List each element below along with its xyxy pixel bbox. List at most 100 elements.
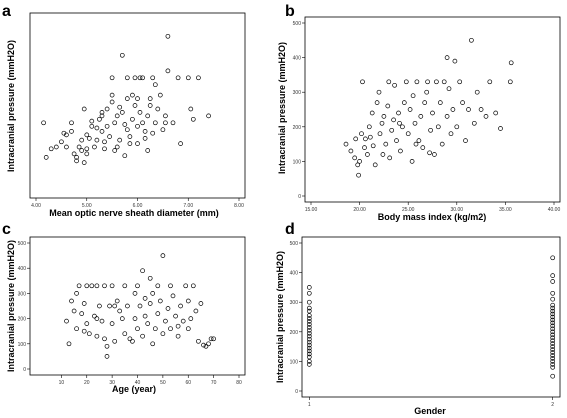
data-point: [550, 273, 556, 278]
data-point: [175, 75, 181, 81]
x-tick-label: 80: [236, 380, 242, 386]
y-tick-label: 300: [293, 90, 302, 96]
data-point: [155, 106, 161, 112]
data-point: [550, 359, 556, 364]
data-point: [140, 268, 145, 274]
data-point: [206, 341, 211, 347]
data-point: [79, 148, 85, 153]
data-point: [306, 327, 312, 333]
data-point: [414, 79, 420, 85]
y-axis-label-a: Intracranial pressure (mmH2O): [6, 40, 16, 172]
data-point: [397, 120, 402, 126]
data-point: [127, 134, 133, 139]
data-point: [97, 116, 102, 122]
data-point: [142, 129, 148, 134]
data-point: [74, 326, 79, 332]
data-point: [444, 114, 450, 119]
data-point: [130, 338, 135, 344]
data-point: [92, 144, 97, 150]
data-point: [140, 120, 145, 126]
data-point: [435, 124, 441, 130]
data-point: [507, 79, 513, 85]
y-tick-label: 100: [18, 342, 27, 348]
xticks-c: 10 20 30 40 50 60 70 80: [59, 375, 242, 386]
data-point: [157, 298, 163, 304]
data-point: [401, 100, 407, 105]
data-point: [92, 313, 97, 319]
data-point: [196, 338, 201, 344]
data-point: [163, 120, 168, 126]
data-point: [81, 328, 87, 334]
plot-area-c: [29, 236, 246, 376]
data-point: [112, 338, 118, 344]
data-point: [469, 37, 474, 43]
data-point: [306, 342, 312, 348]
data-point: [386, 79, 392, 85]
data-point: [441, 79, 447, 85]
x-tick-label: 40.00: [548, 207, 561, 213]
data-point: [353, 136, 359, 142]
data-point: [550, 362, 556, 367]
data-point: [117, 308, 123, 314]
data-point: [99, 110, 105, 115]
data-point: [48, 146, 54, 152]
data-point: [550, 279, 556, 284]
data-point: [389, 127, 395, 133]
data-point: [127, 141, 133, 146]
data-point: [413, 141, 419, 147]
data-point: [122, 122, 128, 127]
data-point: [380, 152, 386, 157]
data-point: [86, 136, 92, 141]
data-point: [374, 100, 380, 105]
data-point: [84, 146, 90, 152]
data-point: [59, 139, 64, 145]
data-point: [471, 120, 477, 126]
data-point: [69, 298, 74, 304]
x-tick-label: 15.00: [305, 207, 318, 213]
data-point: [437, 100, 443, 105]
data-point: [183, 283, 189, 289]
data-point: [107, 134, 112, 139]
data-point: [379, 120, 385, 126]
data-point: [132, 291, 138, 296]
x-tick-label: 50: [160, 380, 166, 386]
data-point: [387, 155, 393, 161]
data-point: [392, 82, 397, 88]
x-axis-label-b: Body mass index (kg/m2): [378, 212, 487, 222]
data-point: [64, 132, 69, 138]
data-point: [550, 311, 556, 317]
data-point: [124, 75, 130, 81]
data-point: [306, 359, 312, 364]
plot-area-d: [301, 236, 561, 398]
data-point: [427, 150, 432, 156]
data-point: [201, 342, 206, 348]
data-point: [165, 33, 171, 39]
data-point: [114, 298, 120, 304]
data-point: [398, 148, 403, 154]
data-point: [180, 318, 186, 324]
data-point: [487, 79, 493, 85]
y-tick-label: 400: [18, 266, 27, 272]
data-point: [89, 118, 95, 124]
data-point: [157, 92, 163, 98]
data-point: [508, 60, 514, 66]
data-point: [155, 283, 161, 289]
x-tick-label: 30.00: [451, 207, 464, 213]
data-point: [550, 350, 556, 355]
data-point: [119, 110, 125, 115]
data-point: [400, 124, 405, 130]
data-point: [550, 341, 556, 346]
y-tick-label: 300: [290, 300, 299, 306]
data-point: [550, 338, 556, 344]
data-point: [198, 301, 204, 306]
y-axis-label-d: Intracranial pressure (mmH2O): [275, 251, 285, 383]
data-point: [203, 343, 209, 349]
data-point: [208, 336, 214, 342]
data-point: [140, 333, 145, 339]
data-point: [306, 290, 312, 296]
data-point: [439, 141, 445, 147]
data-point: [147, 301, 153, 306]
x-tick-label: 2: [551, 402, 554, 408]
data-point: [127, 336, 133, 342]
data-point: [150, 291, 156, 296]
